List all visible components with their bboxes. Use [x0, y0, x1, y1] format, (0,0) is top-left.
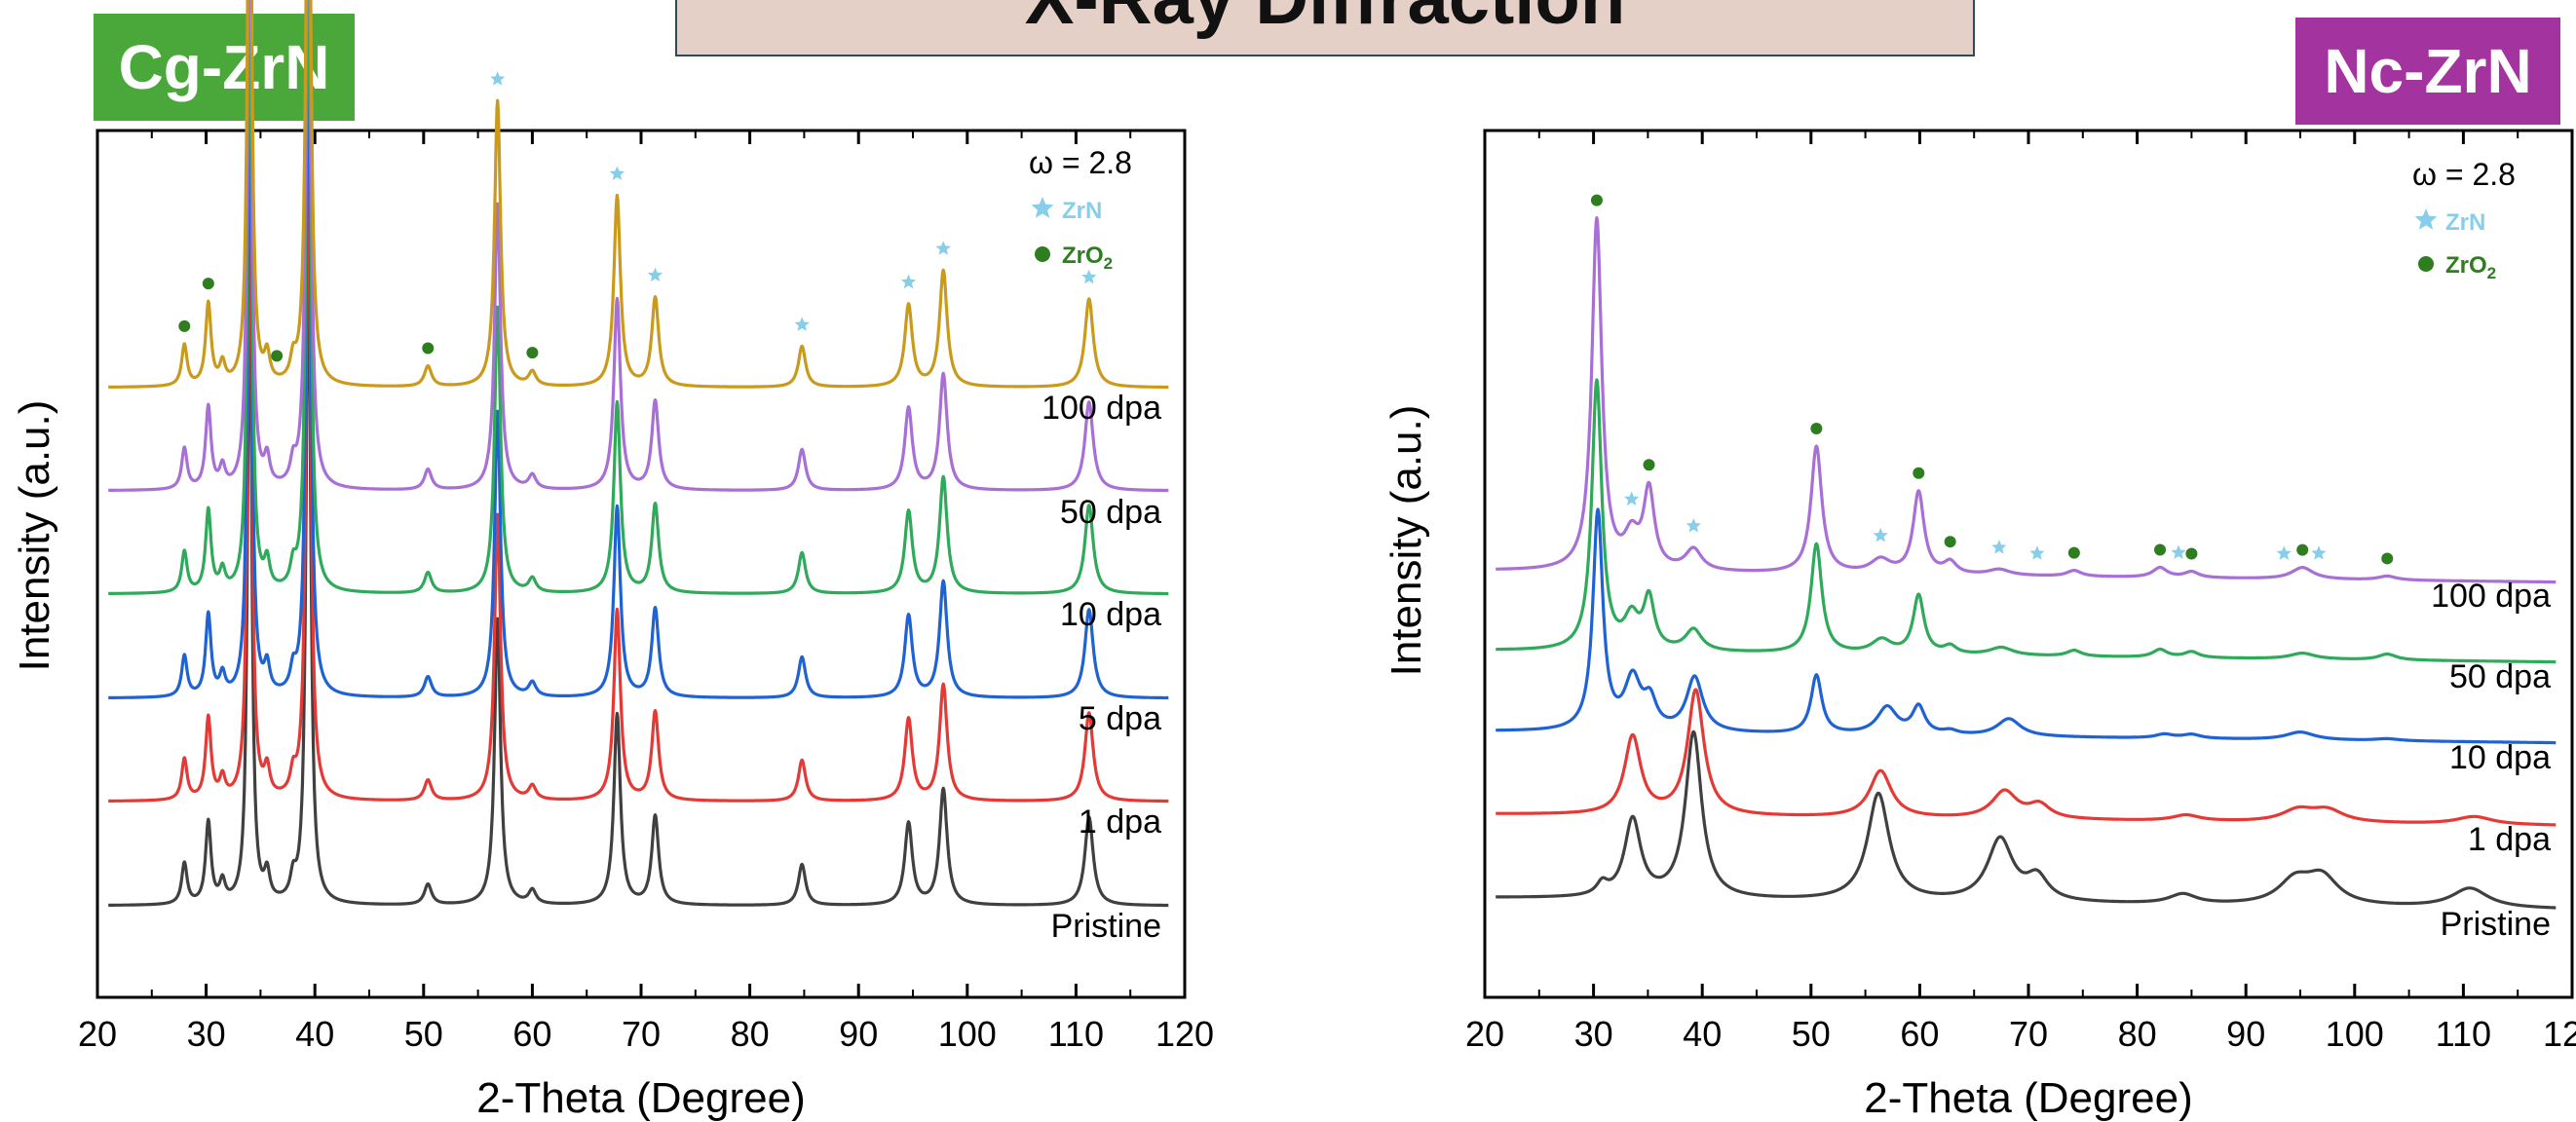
zro2-circle-marker	[1590, 194, 1603, 206]
series-line-50-dpa	[107, 0, 1170, 493]
zro2-circle-marker	[2154, 543, 2167, 556]
legend-star-icon	[1031, 197, 1054, 218]
zrn-star-marker	[2276, 545, 2292, 560]
x-tick-label: 20	[1465, 1014, 1504, 1054]
series-line-50-dpa	[1495, 378, 2557, 664]
zro2-circle-marker	[2185, 547, 2198, 560]
legend-zro2-label: ZrO2	[2445, 252, 2496, 282]
zro2-circle-marker	[1643, 459, 1655, 471]
series-label: 100 dpa	[1042, 390, 1161, 427]
series-label: 10 dpa	[1060, 596, 1161, 633]
series-label: 50 dpa	[2449, 658, 2551, 695]
series-label: 50 dpa	[1060, 494, 1161, 531]
zro2-circle-marker	[178, 319, 191, 332]
series-line-10-dpa	[1495, 507, 2557, 745]
x-tick-label: 120	[2543, 1014, 2576, 1054]
x-tick-label: 80	[731, 1014, 770, 1054]
zrn-star-marker	[1624, 491, 1640, 505]
series-line-1-dpa	[107, 114, 1170, 804]
series-line-100-dpa	[107, 0, 1170, 390]
x-tick-label: 110	[1048, 1014, 1104, 1054]
x-tick-label: 100	[938, 1014, 997, 1054]
y-axis-title: Intensity (a.u.)	[1383, 405, 1430, 677]
zro2-circle-marker	[2296, 543, 2309, 556]
nc-zrn-chart: 20 30 40 50 60 70 80 90 100 110 120 2-Theta (Degree…	[1383, 129, 2576, 1122]
title-banner: X-Ray Diffraction	[675, 0, 1975, 56]
zrn-star-marker	[2311, 545, 2327, 560]
x-axis-title: 2-Theta (Degree)	[1864, 1074, 2192, 1122]
zrn-star-marker	[794, 317, 810, 331]
series-line-100-dpa	[1495, 216, 2557, 584]
legend-parameter: ω = 2.8	[1029, 145, 1132, 180]
x-tick-label: 20	[78, 1014, 117, 1054]
x-tick-label: 60	[1900, 1014, 1939, 1054]
series-label: 1 dpa	[2468, 821, 2551, 858]
x-tick-label: 80	[2118, 1014, 2157, 1054]
zrn-star-marker	[1991, 540, 2007, 554]
x-tick-label: 100	[2326, 1014, 2384, 1054]
zro2-circle-marker	[526, 347, 539, 359]
zrn-star-marker	[1873, 527, 1888, 542]
x-tick-label: 40	[295, 1014, 334, 1054]
zrn-star-marker	[647, 267, 663, 282]
x-tick-label: 70	[2009, 1014, 2048, 1054]
series-label: 10 dpa	[2449, 739, 2551, 776]
legend-zrn-label: ZrN	[2445, 209, 2485, 236]
series-label: 5 dpa	[1079, 700, 1161, 737]
series-label: 1 dpa	[1079, 804, 1161, 841]
zrn-star-marker	[1081, 269, 1097, 284]
zrn-star-marker	[490, 71, 506, 86]
legend-zro2-subscript: 2	[2487, 264, 2496, 282]
zro2-circle-marker	[2067, 546, 2080, 559]
legend-zro2-subscript: 2	[1104, 254, 1113, 273]
y-axis-title: Intensity (a.u.)	[11, 400, 58, 672]
zro2-circle-marker	[1944, 536, 1956, 548]
zrn-star-marker	[609, 166, 625, 180]
x-tick-label: 120	[1155, 1014, 1214, 1054]
x-tick-label: 30	[1574, 1014, 1613, 1054]
zro2-circle-marker	[202, 278, 214, 290]
x-tick-label: 110	[2436, 1014, 2491, 1054]
x-tick-label: 90	[839, 1014, 878, 1054]
series-label: 100 dpa	[2431, 578, 2551, 615]
x-tick-label: 30	[187, 1014, 226, 1054]
legend-circle-icon	[1035, 246, 1050, 262]
series-line-1-dpa	[1495, 688, 2557, 827]
zrn-star-marker	[2171, 544, 2186, 559]
zro2-circle-marker	[271, 350, 284, 362]
legend-zrn-label: ZrN	[1062, 198, 1102, 224]
x-tick-label: 40	[1683, 1014, 1722, 1054]
x-tick-label: 70	[622, 1014, 661, 1054]
zro2-circle-marker	[422, 342, 435, 355]
x-tick-label: 60	[512, 1014, 551, 1054]
series-line-pristine	[1495, 729, 2557, 910]
legend-star-icon	[2414, 208, 2438, 230]
cg-zrn-chart: 20 30 40 50 60 70 80 90 100 110 120 2-Theta (Degree…	[11, 0, 1214, 1122]
legend-parameter: ω = 2.8	[2412, 157, 2516, 192]
series-label: Pristine	[1051, 908, 1161, 945]
zrn-star-marker	[935, 241, 951, 255]
zrn-star-marker	[900, 274, 917, 289]
series-line-5-dpa	[107, 11, 1170, 700]
zrn-star-marker	[1686, 518, 1701, 533]
zro2-circle-marker	[1913, 467, 1925, 479]
legend-zro2-label: ZrO2	[1062, 243, 1113, 273]
zro2-circle-marker	[2381, 552, 2394, 565]
x-axis-title: 2-Theta (Degree)	[476, 1074, 805, 1122]
series-line-10-dpa	[107, 0, 1170, 596]
x-tick-label: 50	[404, 1014, 443, 1054]
zrn-star-marker	[2029, 545, 2045, 560]
series-label: Pristine	[2441, 906, 2551, 943]
x-tick-label: 50	[1792, 1014, 1831, 1054]
nc-zrn-badge: Nc-ZrN	[2295, 18, 2560, 125]
series-line-pristine	[107, 218, 1170, 908]
legend-circle-icon	[2418, 256, 2434, 272]
x-tick-label: 90	[2226, 1014, 2265, 1054]
zro2-circle-marker	[1810, 423, 1823, 435]
